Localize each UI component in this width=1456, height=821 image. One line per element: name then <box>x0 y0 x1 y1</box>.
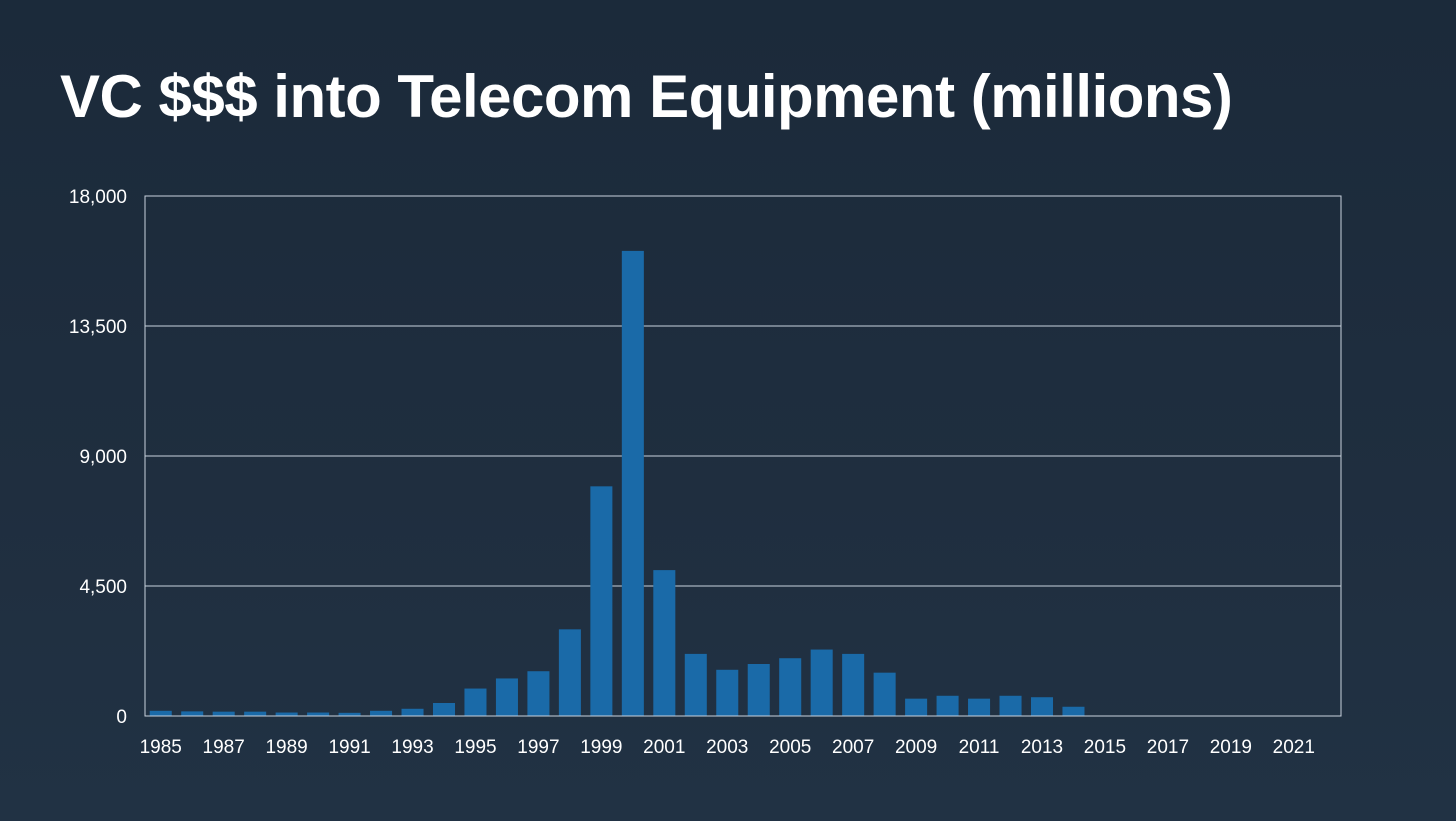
x-tick-label: 2017 <box>1147 737 1189 758</box>
x-axis-ticks: 1985 1987 1989 1991 1993 1995 1997 1999 2001 2003… <box>140 737 1315 758</box>
x-tick-label: 1997 <box>517 737 559 758</box>
x-tick-label: 2021 <box>1273 737 1315 758</box>
bar-1987 <box>212 711 235 716</box>
y-tick-label: 4,500 <box>79 577 127 598</box>
bar-2005 <box>779 658 802 716</box>
x-tick-label: 2009 <box>895 737 937 758</box>
bar-1992 <box>370 710 393 716</box>
bars <box>149 250 1085 716</box>
x-tick-label: 2011 <box>959 737 1000 758</box>
x-tick-label: 1991 <box>328 737 370 758</box>
y-tick-label: 0 <box>116 707 127 728</box>
bar-2001 <box>653 570 676 716</box>
x-tick-label: 1999 <box>580 737 622 758</box>
x-tick-label: 2003 <box>706 737 748 758</box>
x-tick-label: 2013 <box>1021 737 1063 758</box>
bar-1993 <box>401 708 424 716</box>
bar-2006 <box>810 649 833 716</box>
bar-1995 <box>464 688 487 716</box>
bar-1998 <box>558 629 581 716</box>
bar-2004 <box>747 664 770 716</box>
bar-2012 <box>999 695 1022 716</box>
y-axis-ticks: 0 4,500 9,000 13,500 18,000 <box>69 187 127 728</box>
y-tick-label: 13,500 <box>69 317 127 338</box>
bar-2009 <box>905 698 928 716</box>
bar-2011 <box>968 698 991 716</box>
x-tick-label: 1989 <box>265 737 307 758</box>
x-tick-label: 2001 <box>643 737 685 758</box>
x-tick-label: 1993 <box>391 737 433 758</box>
bar-1988 <box>244 711 267 716</box>
bar-1986 <box>181 711 204 716</box>
bar-2013 <box>1030 697 1054 716</box>
bar-1997 <box>527 671 550 716</box>
x-tick-label: 1985 <box>140 737 182 758</box>
bar-2014 <box>1062 706 1085 716</box>
bar-2000 <box>621 250 644 716</box>
x-tick-label: 1987 <box>203 737 245 758</box>
bar-1990 <box>307 712 330 716</box>
bar-1989 <box>275 712 298 716</box>
bar-2008 <box>873 672 896 716</box>
y-tick-label: 18,000 <box>69 187 127 208</box>
bar-1999 <box>590 486 613 716</box>
bar-1991 <box>338 712 361 716</box>
bar-1994 <box>432 703 456 716</box>
x-tick-label: 2019 <box>1210 737 1252 758</box>
bar-1985 <box>149 710 172 716</box>
bar-2003 <box>716 669 739 716</box>
bar-2010 <box>936 695 959 716</box>
x-tick-label: 2007 <box>832 737 874 758</box>
x-tick-label: 2005 <box>769 737 811 758</box>
y-tick-label: 9,000 <box>79 447 127 468</box>
x-tick-label: 2015 <box>1084 737 1126 758</box>
bar-1996 <box>495 678 518 716</box>
bar-2007 <box>842 653 865 716</box>
plot-frame <box>144 195 1342 717</box>
x-tick-label: 1995 <box>454 737 496 758</box>
gridlines <box>145 195 1341 717</box>
page-title: VC $$$ into Telecom Equipment (millions) <box>60 63 1233 130</box>
bar-2002 <box>684 653 707 716</box>
